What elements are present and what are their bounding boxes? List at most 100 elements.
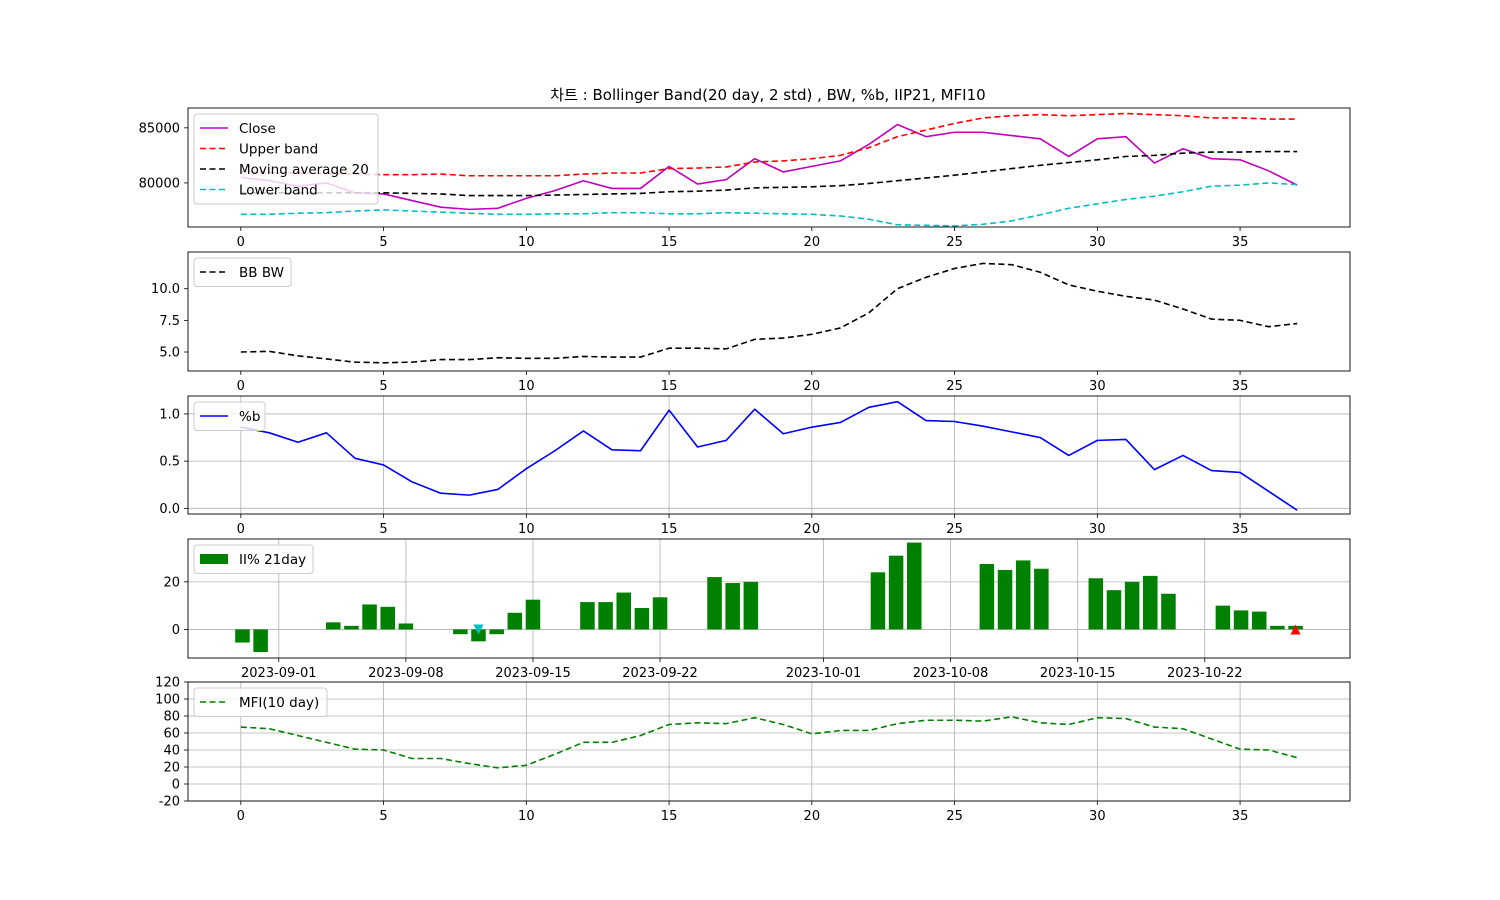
x-tick-label: 0 [237,522,245,537]
x-tick-label: 5 [379,522,387,537]
y-tick-label: 10.0 [151,282,180,297]
x-tick-label: 15 [661,379,678,394]
legend-label: II% 21day [239,552,306,568]
legend-label: Upper band [239,142,318,158]
bar [652,597,668,630]
legend: %b [193,401,266,431]
x-tick-label: 15 [661,522,678,537]
legend-label: BB BW [239,265,284,281]
legend-label: MFI(10 day) [239,695,319,711]
legend-box [193,113,379,205]
panel-iip: 2023-09-01 2023-09-08 2023-09-15 2023-09-22… [163,538,1351,681]
y-tick-label: 20 [163,575,180,590]
plot-area [235,542,1303,653]
bar [616,592,632,630]
bar [1143,575,1158,630]
bar [743,581,759,630]
bar [725,583,740,630]
chart-title: 차트 : Bollinger Band(20 day, 2 std) , BW,… [550,86,985,104]
x-tick-label: 20 [804,379,821,394]
x-tick-label: 35 [1232,522,1249,537]
sell-signal-marker [473,624,484,635]
bar [1124,581,1140,630]
axes-frame [187,538,1351,659]
x-tick-label: 2023-09-15 [495,666,571,681]
bar [906,542,922,630]
bar [325,622,341,630]
x-tick-label: 20 [804,809,821,824]
panel-bollinger: 0 5 10 15 20 25 30 35 80000 85000 Close Upper band M… [139,107,1351,250]
bar [1251,611,1267,630]
x-tick-label: 35 [1232,235,1249,250]
bar [1034,568,1049,630]
x-tick-label: 2023-10-01 [786,666,862,681]
axes-frame [187,251,1351,372]
bar [888,555,904,630]
y-tick-label: 120 [155,676,180,691]
panel-bandwidth: 0 5 10 15 20 25 30 35 5.0 7.5 10.0 BB BW [151,251,1351,394]
y-tick-label: 40 [163,744,180,759]
legend-label: %b [239,409,260,425]
legend-label: Moving average 20 [239,162,369,178]
bar [707,577,722,630]
bar [380,606,395,630]
bar [344,625,359,630]
y-tick-label: 60 [163,727,180,742]
bar [1233,610,1249,630]
y-tick-label: 5.0 [159,346,180,361]
plot-area [240,400,1298,511]
x-tick-label: 10 [518,809,535,824]
y-tick-label: 85000 [139,121,180,136]
bar [997,569,1013,630]
y-tick-label: 0 [172,623,180,638]
bar [598,602,613,630]
y-tick-label: 0.5 [159,455,180,470]
x-tick-label: 10 [518,522,535,537]
legend: BB BW [193,257,292,287]
series-line-bb-bw [240,262,1298,364]
plot-area [240,262,1298,364]
x-tick-label: 2023-10-22 [1167,666,1243,681]
x-tick-label: 15 [661,809,678,824]
legend-box [193,544,314,574]
legend-label: Lower band [239,183,318,199]
x-tick-label: 25 [946,379,963,394]
x-tick-label: 2023-09-22 [622,666,698,681]
legend-box [193,687,328,717]
y-tick-label: 100 [155,693,180,708]
x-tick-label: 0 [237,379,245,394]
panel-mfi: 0 5 10 15 20 25 30 35 -20 0 20 40 60 80 100 120 MFI(10 d… [155,676,1351,824]
y-tick-label: 7.5 [159,314,180,329]
x-tick-label: 2023-09-08 [368,666,444,681]
legend-label: Close [239,121,276,137]
bar [1161,593,1176,630]
series-line-upper-band [240,112,1298,177]
x-tick-label: 30 [1089,379,1106,394]
bar [1215,605,1231,630]
buy-signal-marker [1290,624,1301,635]
series-line-moving-average-20 [240,150,1298,197]
x-tick-label: 10 [518,379,535,394]
bar [362,604,377,630]
bar [471,629,486,642]
x-tick-label: 30 [1089,809,1106,824]
legend-box [193,257,292,287]
bar [235,629,250,643]
series-line-close [240,123,1298,211]
x-tick-label: 10 [518,235,535,250]
bar [634,608,650,630]
x-tick-label: 25 [946,809,963,824]
bar [398,623,414,630]
x-tick-label: 35 [1232,809,1249,824]
y-tick-label: 20 [163,761,180,776]
bar [525,599,541,630]
x-tick-label: 20 [804,235,821,250]
axes-frame [187,107,1351,228]
bar [1015,560,1031,630]
y-tick-label: 0.0 [159,502,180,517]
x-tick-label: 35 [1232,379,1249,394]
x-tick-label: 0 [237,235,245,250]
legend-box [193,401,266,431]
